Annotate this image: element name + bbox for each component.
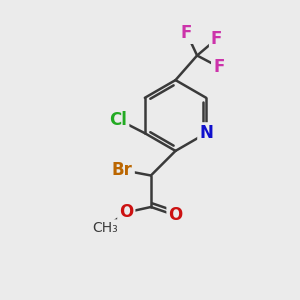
Text: O: O	[119, 203, 134, 221]
Text: F: F	[213, 58, 224, 76]
Text: Br: Br	[112, 161, 133, 179]
Text: N: N	[199, 124, 213, 142]
Text: F: F	[211, 30, 222, 48]
Text: Cl: Cl	[110, 111, 128, 129]
Text: F: F	[181, 24, 192, 42]
Text: O: O	[168, 206, 183, 224]
Text: CH₃: CH₃	[92, 221, 118, 235]
